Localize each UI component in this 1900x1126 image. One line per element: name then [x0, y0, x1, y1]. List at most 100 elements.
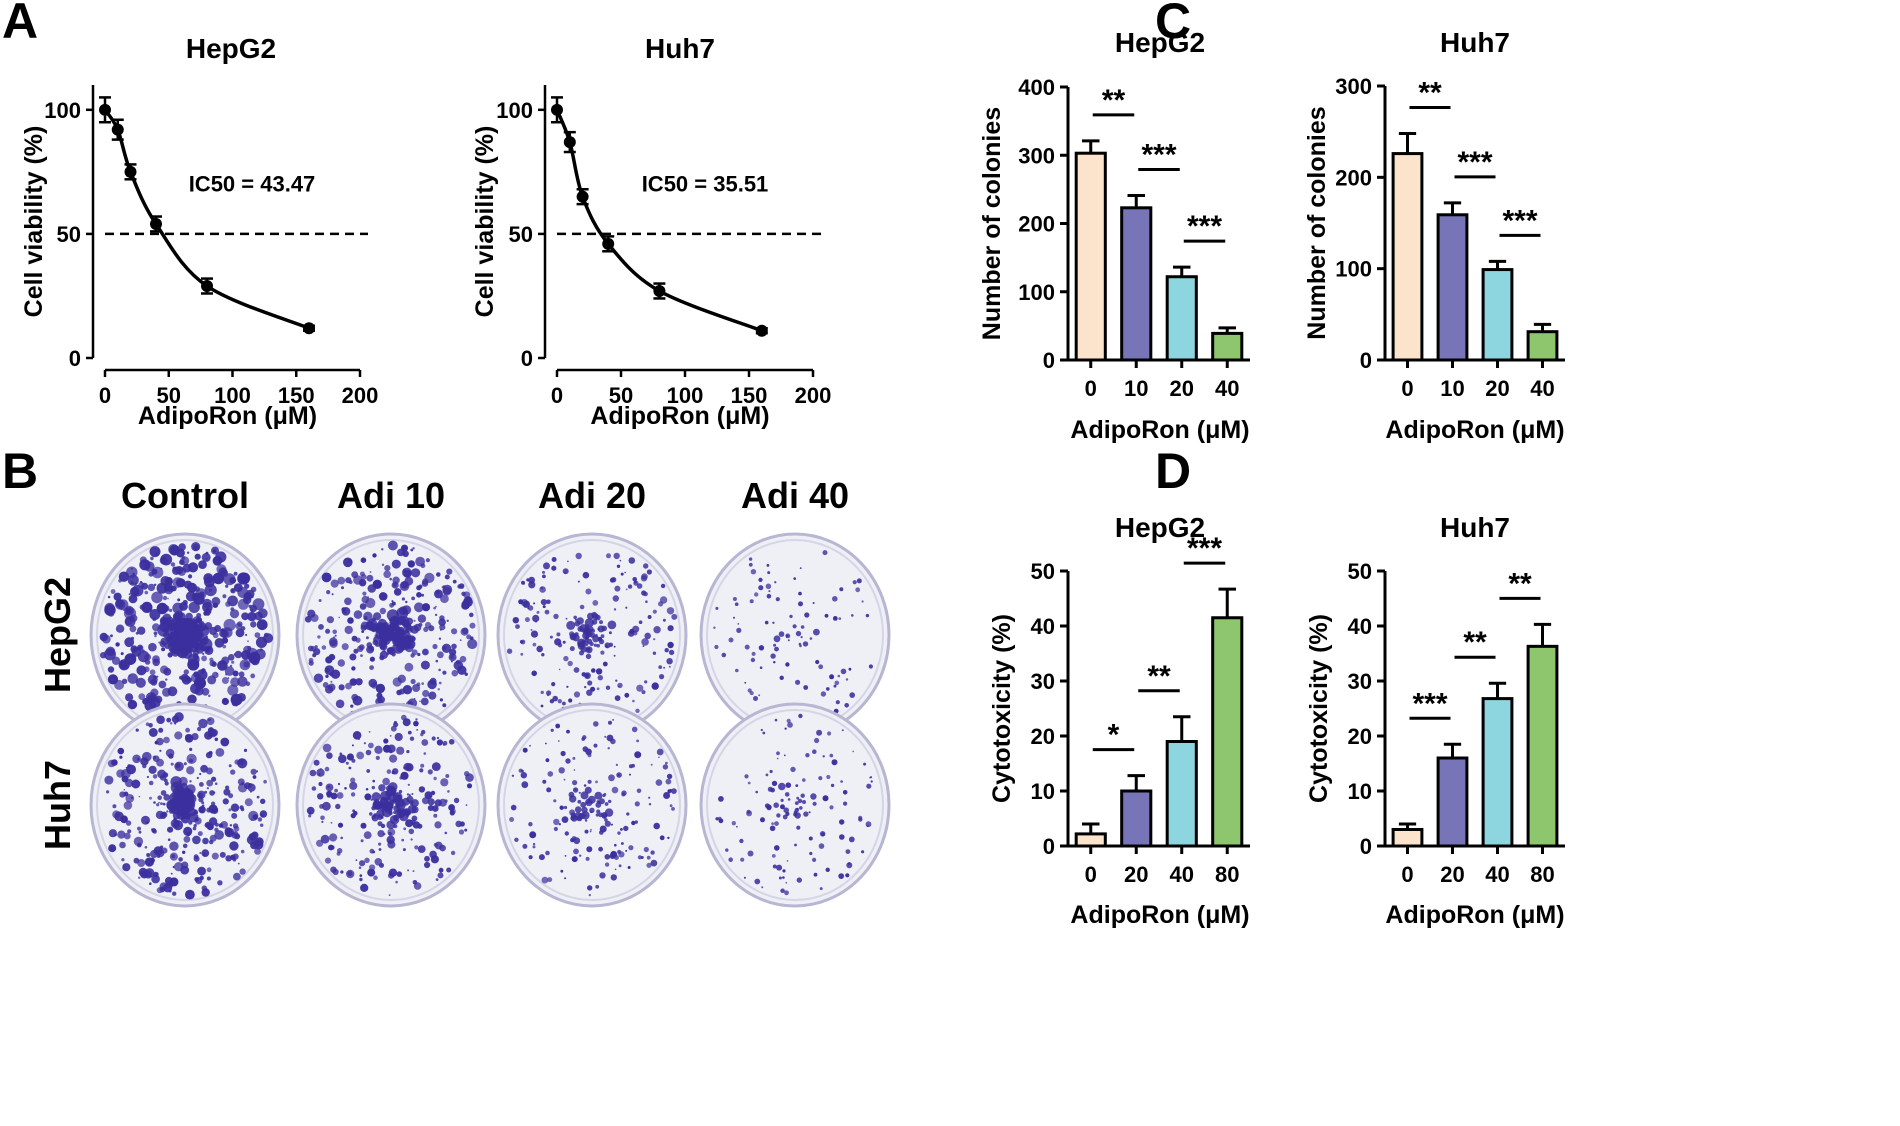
colony [115, 624, 125, 633]
colony [541, 653, 545, 657]
colony [401, 551, 406, 556]
colony [193, 623, 198, 628]
colony [818, 843, 825, 849]
x-tick-label: 200 [795, 383, 832, 408]
colony [222, 798, 229, 805]
colony [344, 787, 347, 790]
colony [441, 643, 452, 653]
colony [211, 801, 216, 806]
colony [773, 661, 776, 664]
colony [851, 614, 854, 617]
colony [662, 764, 669, 770]
colony [665, 761, 668, 765]
colony [201, 801, 205, 805]
colony [561, 816, 569, 823]
colony [437, 872, 444, 879]
colony [186, 618, 189, 621]
colony [408, 794, 411, 797]
colony [372, 579, 382, 589]
colony [241, 612, 250, 621]
colony [433, 842, 438, 847]
colony [755, 790, 758, 794]
colony [865, 613, 870, 618]
plate-row-label: Huh7 [37, 760, 78, 850]
colony [775, 597, 780, 602]
colony [174, 862, 184, 872]
colony [132, 572, 135, 576]
colony [402, 569, 407, 573]
colony [394, 732, 403, 742]
colony [597, 675, 603, 681]
colony [732, 597, 737, 601]
colony [369, 622, 378, 632]
y-tick-label: 20 [1348, 724, 1372, 749]
colony [422, 689, 430, 698]
colony [829, 753, 834, 758]
colony [599, 872, 606, 879]
colony [509, 817, 515, 822]
colony [391, 652, 396, 657]
colony [351, 635, 358, 642]
colony [668, 649, 675, 656]
colony [779, 675, 784, 680]
colony [163, 778, 168, 783]
colony [587, 612, 594, 620]
colony [349, 653, 357, 661]
colony [573, 615, 577, 620]
colony [585, 798, 593, 807]
colony [800, 636, 803, 639]
colony [506, 648, 513, 654]
colony [199, 875, 204, 881]
colony [183, 762, 187, 766]
colony [314, 645, 318, 649]
colony [551, 682, 556, 687]
colony [439, 698, 443, 702]
colony [598, 846, 603, 852]
colony [161, 647, 166, 652]
colony [660, 583, 666, 589]
colony [671, 613, 678, 620]
colony [787, 722, 793, 728]
colony [338, 616, 341, 619]
colony [728, 637, 734, 643]
x-axis-label: AdipoRon (μM) [1070, 416, 1249, 444]
colony-plate [295, 702, 487, 908]
colony [165, 748, 175, 758]
colony [798, 591, 802, 596]
colony [206, 807, 212, 813]
colony [400, 629, 404, 632]
colony [460, 627, 469, 636]
colony [751, 651, 756, 656]
colony [599, 825, 607, 833]
colony [428, 625, 435, 632]
colony [802, 641, 809, 647]
colony [159, 845, 164, 849]
colony [120, 652, 124, 656]
colony [194, 618, 200, 624]
colony [612, 718, 615, 721]
colony [529, 744, 531, 747]
colony [231, 812, 238, 819]
colony [194, 686, 204, 696]
colony [409, 628, 413, 632]
colony [386, 652, 390, 656]
significance-label: ** [1102, 84, 1126, 117]
colony [527, 605, 534, 611]
y-tick-label: 30 [1348, 669, 1372, 694]
colony [834, 680, 840, 686]
colony [158, 680, 167, 689]
colony [596, 687, 600, 691]
colony [845, 849, 851, 854]
colony [185, 727, 191, 733]
colony [352, 695, 363, 706]
colony [784, 727, 787, 730]
colony [450, 655, 454, 660]
colony [855, 587, 861, 593]
colony [585, 653, 592, 660]
colony [464, 672, 468, 676]
colony [151, 828, 154, 831]
colony [145, 722, 150, 726]
colony [149, 609, 161, 620]
colony [465, 804, 468, 806]
colony [313, 673, 324, 683]
